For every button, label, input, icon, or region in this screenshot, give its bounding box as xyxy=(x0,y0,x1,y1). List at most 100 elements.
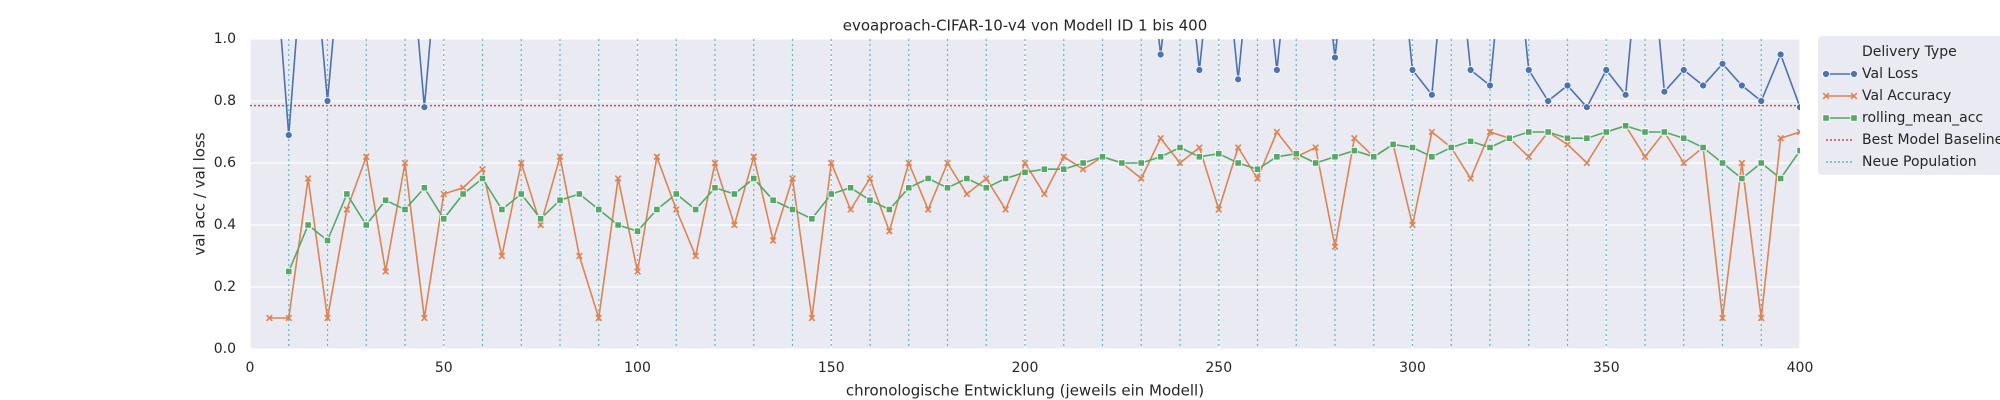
point xyxy=(943,184,952,192)
point xyxy=(498,205,506,214)
point xyxy=(750,174,758,183)
y-tick-label: 1.0 xyxy=(214,31,236,47)
point xyxy=(1796,146,1800,155)
point xyxy=(730,190,738,198)
point xyxy=(1850,114,1858,122)
point xyxy=(1563,81,1572,90)
x-tick-label: 350 xyxy=(1593,360,1620,376)
point xyxy=(420,184,428,192)
point xyxy=(963,174,971,183)
point xyxy=(1060,165,1068,173)
point xyxy=(653,205,661,214)
point xyxy=(1312,144,1319,151)
point xyxy=(827,190,835,198)
point xyxy=(885,205,893,214)
point xyxy=(1098,153,1107,161)
point xyxy=(1680,159,1688,167)
point xyxy=(1409,221,1416,229)
point xyxy=(1486,128,1494,136)
point xyxy=(1389,140,1397,148)
point xyxy=(1641,153,1649,161)
x-tick-label: 50 xyxy=(435,360,453,376)
x-tick-label: 300 xyxy=(1399,360,1426,376)
point xyxy=(789,175,796,182)
point xyxy=(1850,70,1858,78)
point xyxy=(1602,128,1610,136)
point xyxy=(1718,159,1727,167)
point xyxy=(285,314,293,322)
point xyxy=(1776,50,1785,59)
point xyxy=(1312,159,1320,167)
point xyxy=(556,153,564,161)
point xyxy=(285,267,293,276)
point xyxy=(479,165,486,173)
point xyxy=(1718,59,1727,68)
point xyxy=(1427,90,1436,99)
point xyxy=(1680,134,1688,142)
point xyxy=(1738,174,1746,183)
point xyxy=(982,175,990,182)
point xyxy=(1777,174,1785,183)
point xyxy=(1195,66,1204,74)
point xyxy=(808,314,816,322)
point xyxy=(1564,141,1571,148)
point xyxy=(1176,159,1184,167)
point xyxy=(808,215,816,223)
point xyxy=(1582,103,1591,112)
point xyxy=(1622,122,1630,130)
point xyxy=(1176,143,1184,152)
legend-label: Val Accuracy xyxy=(1862,88,1951,104)
point xyxy=(1292,150,1300,158)
point xyxy=(731,221,738,229)
point xyxy=(576,252,583,260)
x-tick-label: 150 xyxy=(818,360,845,376)
point xyxy=(1525,128,1533,136)
point xyxy=(1273,128,1281,136)
point xyxy=(1215,150,1223,158)
chart-title: evoaproach-CIFAR-10-v4 von Modell ID 1 b… xyxy=(843,17,1208,35)
point xyxy=(362,153,370,161)
legend-label: Best Model Baseline xyxy=(1862,132,2000,148)
point xyxy=(1467,175,1474,182)
point xyxy=(1157,153,1165,161)
point xyxy=(1486,81,1494,90)
x-tick-label: 400 xyxy=(1787,360,1814,376)
point xyxy=(459,190,467,198)
point xyxy=(711,184,719,192)
point xyxy=(1156,50,1165,59)
point xyxy=(1505,134,1513,142)
point xyxy=(1544,128,1552,136)
point xyxy=(1796,128,1800,136)
point xyxy=(692,252,699,260)
point xyxy=(1002,206,1009,213)
point xyxy=(440,215,448,223)
point xyxy=(750,153,758,161)
y-axis-label: val acc / val loss xyxy=(191,132,209,255)
point xyxy=(1408,66,1417,74)
point xyxy=(1660,87,1669,96)
point xyxy=(537,215,545,223)
point xyxy=(1408,143,1417,152)
point xyxy=(595,314,603,322)
point xyxy=(692,205,700,214)
point xyxy=(866,196,874,204)
legend-title: Delivery Type xyxy=(1862,44,1957,60)
point xyxy=(401,159,409,167)
point xyxy=(1273,153,1281,161)
point xyxy=(1850,92,1858,100)
point xyxy=(537,221,544,229)
y-tick-label: 0.0 xyxy=(214,341,236,357)
point xyxy=(1563,134,1572,142)
point xyxy=(1602,66,1611,74)
series-line xyxy=(280,39,1800,136)
x-axis-label: chronologische Entwicklung (jeweils ein … xyxy=(846,382,1204,400)
point xyxy=(556,196,564,204)
point xyxy=(924,174,932,183)
point xyxy=(769,196,777,204)
point xyxy=(1621,90,1630,99)
point xyxy=(924,206,932,213)
point xyxy=(440,190,448,198)
point xyxy=(459,184,467,192)
point xyxy=(1525,153,1533,161)
